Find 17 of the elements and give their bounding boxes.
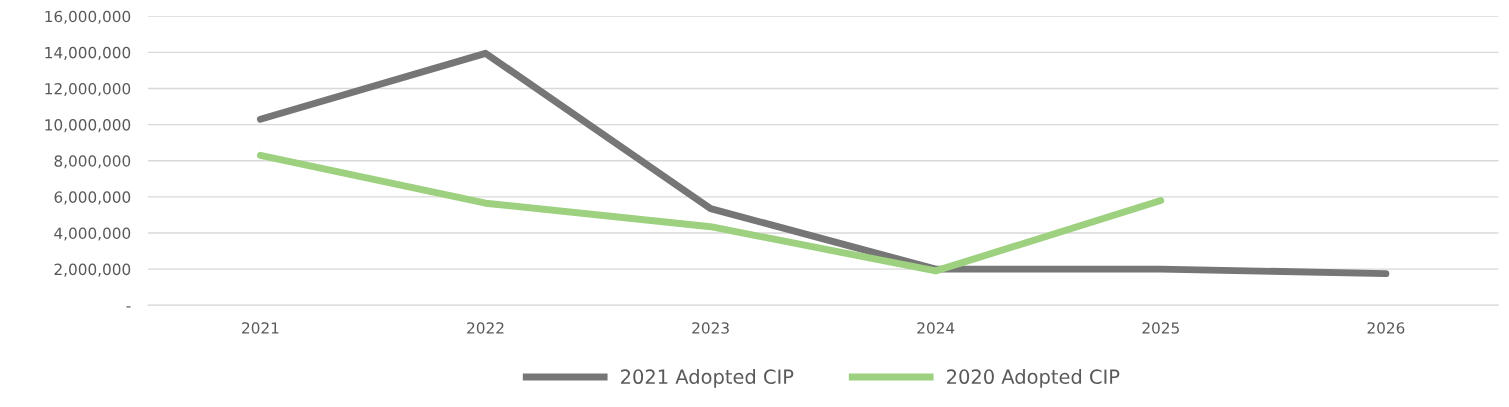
y-tick-label: 16,000,000: [45, 10, 131, 24]
y-tick-label: 4,000,000: [54, 227, 131, 241]
legend-label: 2021 Adopted CIP: [621, 368, 794, 388]
y-tick-label: 14,000,000: [45, 46, 131, 60]
x-tick-label: 2023: [692, 322, 729, 334]
x-tick-label: 2026: [1367, 322, 1405, 334]
x-tick-label: 2025: [1142, 322, 1179, 334]
y-tick-label: 2,000,000: [54, 263, 131, 277]
y-tick-label: 10,000,000: [45, 119, 131, 133]
y-tick-label: -: [126, 306, 131, 308]
x-tick-label: 2022: [467, 322, 504, 334]
legend-label: 2020 Adopted CIP: [947, 368, 1120, 388]
y-tick-label: 8,000,000: [54, 155, 131, 169]
y-tick-label: 6,000,000: [54, 191, 131, 205]
y-tick-label: 12,000,000: [45, 82, 131, 97]
x-tick-label: 2024: [917, 322, 955, 334]
x-tick-label: 2021: [242, 322, 279, 334]
